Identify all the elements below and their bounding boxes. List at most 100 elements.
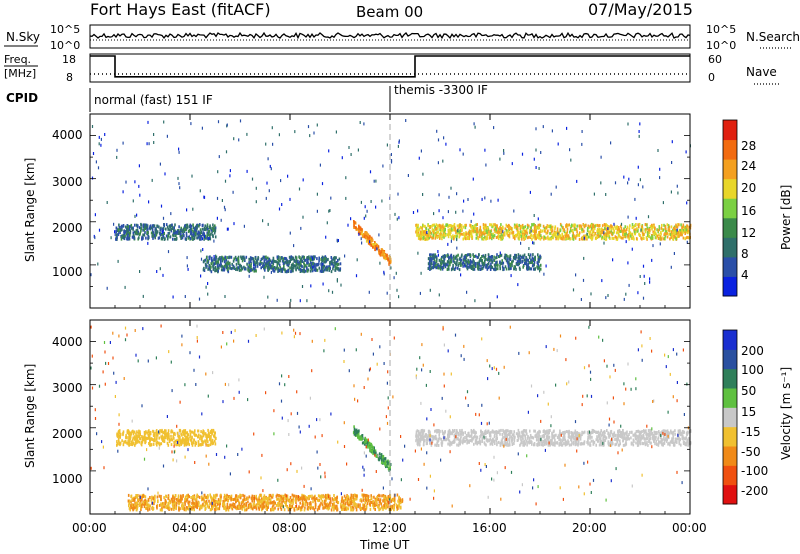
echo-cell <box>364 231 366 235</box>
echo-cell <box>452 224 455 228</box>
echo-cell <box>527 435 529 439</box>
echo-cell <box>390 159 393 162</box>
echo-cell <box>670 190 672 194</box>
echo-cell <box>478 235 481 238</box>
echo-cell <box>625 431 627 435</box>
echo-cell <box>117 259 119 263</box>
echo-cell <box>375 244 377 248</box>
echo-cell <box>122 141 124 145</box>
echo-cell <box>436 430 438 434</box>
echo-cell <box>268 189 270 193</box>
echo-cell <box>137 431 139 435</box>
echo-cell <box>329 209 331 212</box>
echo-cell <box>145 236 147 240</box>
echo-cell <box>365 236 368 240</box>
echo-cell <box>617 437 619 441</box>
echo-cell <box>366 442 368 446</box>
echo-cell <box>522 443 524 447</box>
echo-cell <box>150 231 153 235</box>
date-label: 07/May/2015 <box>588 0 693 19</box>
echo-cell <box>683 226 686 230</box>
echo-cell <box>534 258 536 262</box>
echo-cell <box>430 443 433 447</box>
echo-cell <box>526 440 528 444</box>
echo-cell <box>178 147 180 151</box>
echo-cell <box>539 263 542 267</box>
echo-cell <box>225 263 227 266</box>
echo-cell <box>218 155 220 159</box>
echo-cell <box>293 266 295 270</box>
echo-cell <box>206 223 209 227</box>
echo-cell <box>310 284 312 288</box>
echo-cell <box>591 428 594 432</box>
echo-cell <box>380 253 383 257</box>
echo-cell <box>663 442 665 445</box>
echo-cell <box>658 225 661 229</box>
echo-cell <box>208 255 210 259</box>
echo-cell <box>638 232 640 236</box>
echo-cell <box>224 255 226 259</box>
echo-cell <box>383 459 385 463</box>
echo-cell <box>380 453 383 457</box>
echo-cell <box>161 434 164 438</box>
echo-cell <box>127 233 129 237</box>
echo-cell <box>141 237 143 241</box>
echo-cell <box>462 237 465 241</box>
echo-cell <box>480 257 482 261</box>
echo-cell <box>530 258 532 262</box>
echo-cell <box>655 236 658 240</box>
echo-cell <box>434 236 437 240</box>
echo-cell <box>185 234 188 238</box>
echo-cell <box>662 228 665 232</box>
echo-cell <box>227 227 229 231</box>
echo-cell <box>327 265 329 269</box>
echo-cell <box>583 225 586 229</box>
echo-cell <box>444 228 446 231</box>
echo-cell <box>491 442 494 446</box>
echo-cell <box>569 227 572 230</box>
echo-cell <box>625 228 628 231</box>
echo-cell <box>454 260 456 264</box>
echo-cell <box>289 266 291 270</box>
echo-cell <box>575 273 577 277</box>
echo-cell <box>564 438 567 442</box>
echo-cell <box>494 265 496 269</box>
echo-cell <box>541 236 543 240</box>
echo-cell <box>354 221 357 225</box>
echo-cell <box>424 224 426 228</box>
echo-cell <box>223 205 226 209</box>
cpid-mode-1: normal (fast) 151 IF <box>94 93 213 107</box>
echo-cell <box>449 231 452 235</box>
echo-cell <box>541 443 543 447</box>
echo-cell <box>91 176 94 180</box>
echo-cell <box>481 431 484 434</box>
echo-cell <box>463 199 465 203</box>
echo-cell <box>370 448 372 452</box>
echo-cell <box>132 199 134 203</box>
echo-cell <box>664 224 666 228</box>
power-cbar-tick-8: 8 <box>741 247 749 261</box>
echo-cell <box>438 233 441 237</box>
echo-cell <box>221 199 223 202</box>
echo-cell <box>265 257 267 261</box>
echo-cell <box>454 432 457 436</box>
echo-cell <box>191 232 193 236</box>
echo-cell <box>503 267 505 271</box>
echo-cell <box>250 262 252 265</box>
echo-cell <box>322 258 325 262</box>
echo-cell <box>504 435 507 439</box>
echo-cell <box>600 441 603 445</box>
echo-cell <box>211 256 213 260</box>
echo-cell <box>535 166 537 169</box>
echo-cell <box>571 237 574 241</box>
echo-cell <box>671 161 673 164</box>
echo-cell <box>523 440 526 444</box>
echo-cell <box>262 255 265 259</box>
echo-cell <box>497 237 500 241</box>
echo-cell <box>292 264 295 268</box>
echo-cell <box>613 224 616 228</box>
echo-cell <box>449 261 451 265</box>
echo-cell <box>220 256 223 260</box>
echo-cell <box>140 229 142 233</box>
echo-cell <box>640 434 643 438</box>
